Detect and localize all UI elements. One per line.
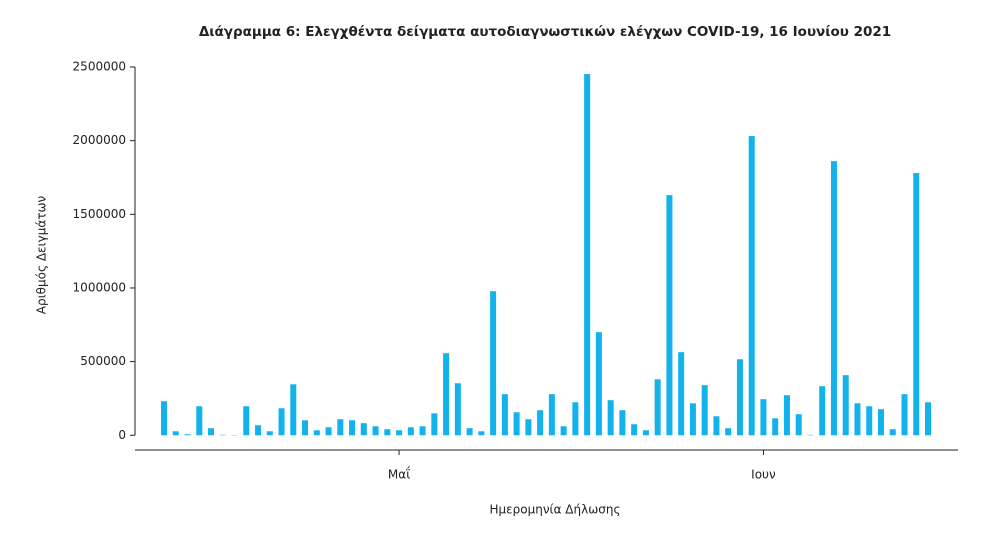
bar [361,423,367,435]
bar [196,406,202,435]
bar [737,359,743,435]
bar [913,173,919,435]
bar [314,430,320,435]
y-tick-label: 2500000 [73,60,126,74]
bar [878,409,884,435]
bar [337,419,343,435]
bar [490,291,496,435]
bar [161,401,167,435]
bar [608,400,614,435]
bar [760,399,766,435]
y-tick-label: 1500000 [73,207,126,221]
bar [655,379,661,435]
x-tick-label: Ιουν [751,468,776,482]
bar [678,352,684,435]
bar [443,353,449,435]
bar [572,402,578,435]
bar [866,406,872,435]
y-axis-label: Αριθμός Δειγμάτων [35,195,49,314]
bar [326,427,332,435]
bar [514,412,520,435]
x-tick-label: Μαΐ [388,467,410,482]
bar [772,418,778,435]
bar [255,425,261,435]
bar [279,408,285,435]
bar [243,406,249,435]
x-axis-label: Ημερομηνία Δήλωσης [489,503,620,517]
bar [290,384,296,435]
y-tick-label: 1000000 [73,280,126,294]
bar [796,414,802,435]
bar [549,394,555,435]
bar [901,394,907,435]
bar [373,426,379,435]
bar [713,416,719,435]
y-tick-label: 2000000 [73,133,126,147]
bar [396,430,402,435]
bar [666,195,672,435]
bar [831,161,837,435]
bar [690,403,696,435]
bar [173,431,179,435]
bar [784,395,790,435]
chart-title: Διάγραμμα 6: Ελεγχθέντα δείγματα αυτοδια… [199,24,891,40]
bar [525,419,531,435]
bar [384,429,390,435]
bar [619,410,625,435]
bar [408,427,414,435]
bar [502,394,508,435]
bar [843,375,849,435]
bar [267,431,273,435]
bar [302,420,308,435]
bar [478,431,484,435]
bar [854,403,860,435]
bar [537,410,543,435]
bar [596,332,602,435]
bar [561,426,567,435]
bar [725,428,731,435]
bar [584,74,590,435]
bar [643,430,649,435]
bar [455,383,461,435]
bar [890,429,896,435]
bar [185,434,191,435]
bar [631,424,637,435]
bar [819,386,825,435]
y-tick-label: 500000 [80,354,126,368]
y-tick-label: 0 [118,428,126,442]
bar [749,136,755,435]
bar [431,413,437,435]
bar [702,385,708,435]
bar [208,428,214,435]
bar [467,428,473,435]
bar [420,426,426,435]
bar [925,402,931,435]
bar [349,420,355,435]
